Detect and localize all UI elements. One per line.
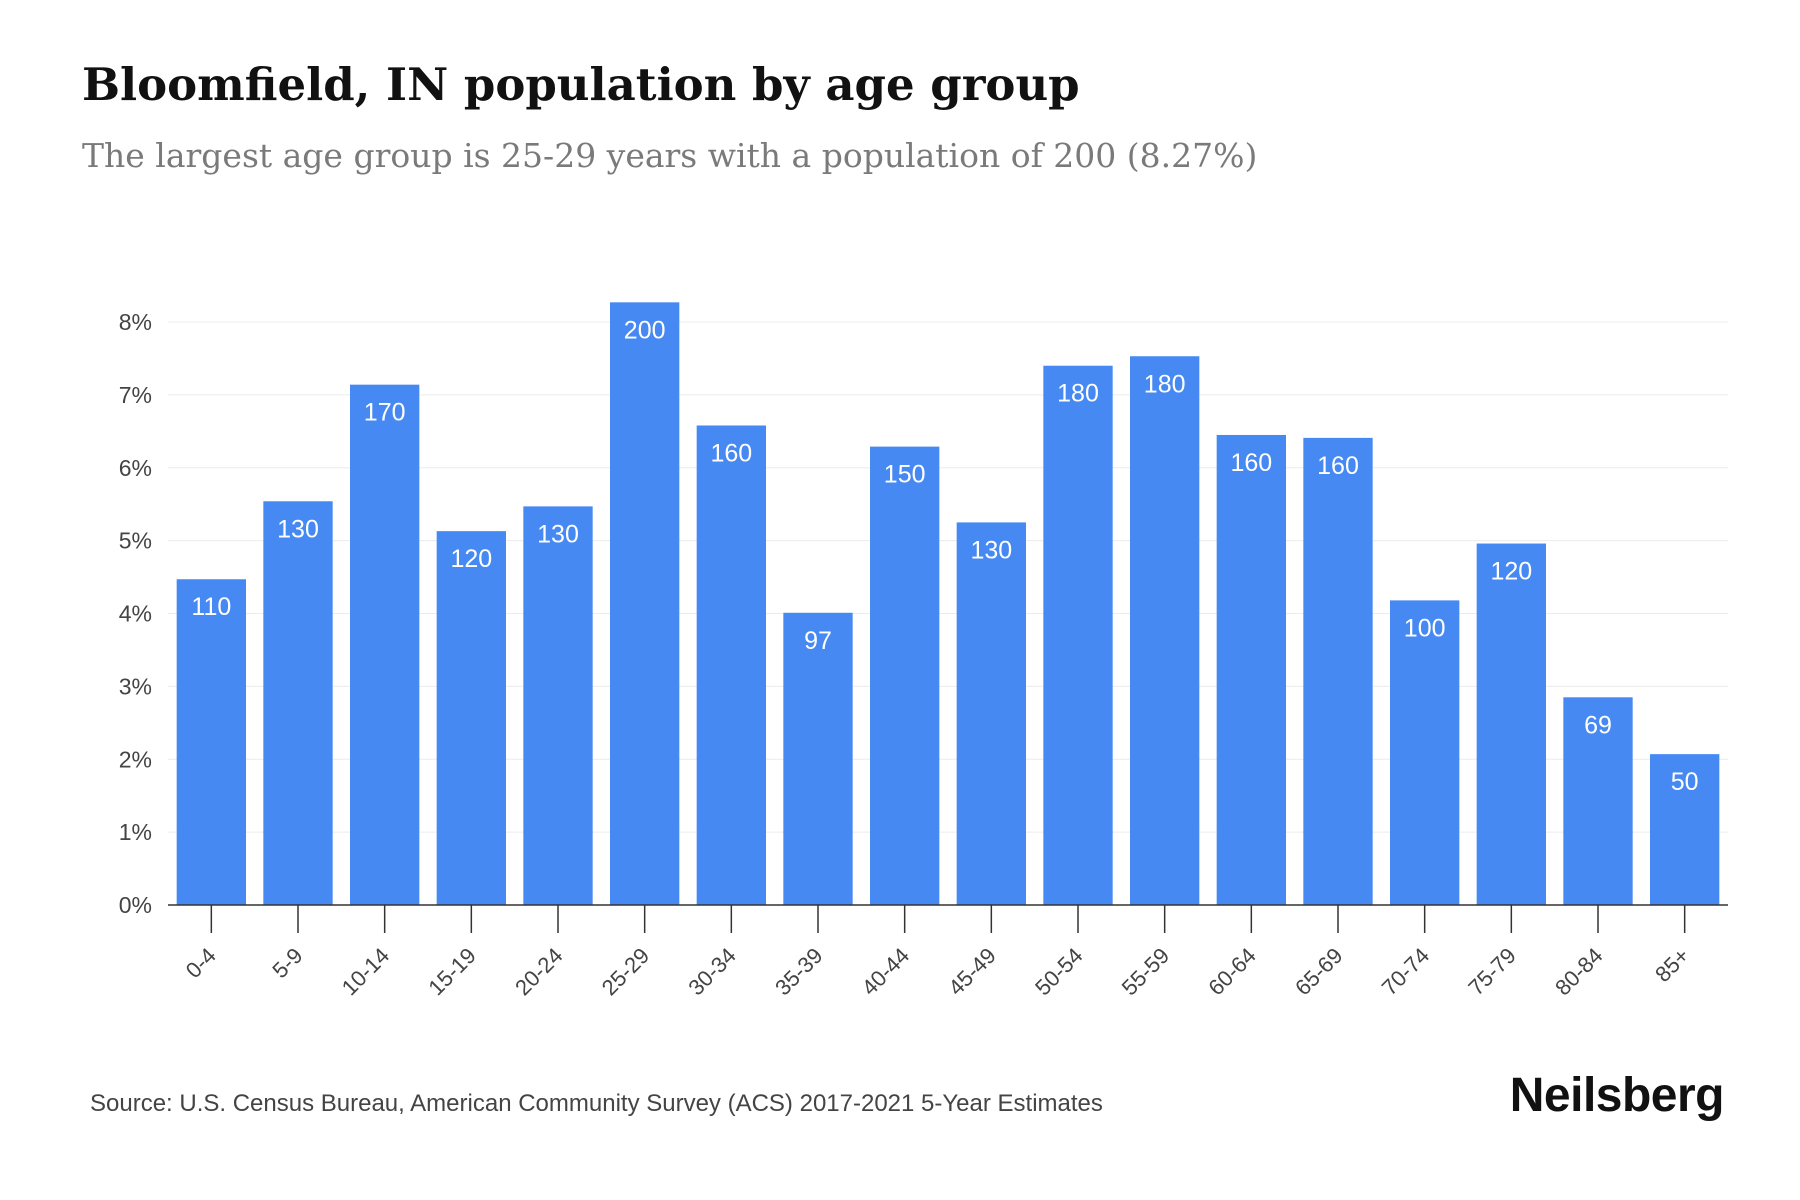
bar-value-label: 100 — [1404, 614, 1446, 642]
bar-value-label: 97 — [804, 627, 832, 655]
y-tick-label: 0% — [119, 892, 152, 918]
bar — [783, 612, 853, 905]
y-tick-label: 2% — [119, 746, 152, 772]
bar — [436, 531, 506, 905]
x-axis-ticks: 0-4 5-9 10-14 15-19 20-24 25-29 30-34 35-39 40-4… — [181, 905, 1694, 1000]
bar-value-labels: 110 130 170 120 130 200 160 97 150 130 180 180 160 16… — [191, 316, 1698, 796]
x-tick-label: 40-44 — [857, 943, 914, 1000]
x-tick-label: 5-9 — [267, 943, 307, 983]
x-tick-label: 50-54 — [1030, 943, 1087, 1000]
x-tick-label: 20-24 — [510, 943, 567, 1000]
bar — [1303, 437, 1373, 905]
y-axis-ticks: 0% 1% 2% 3% 4% 5% 6% 7% 8% — [119, 309, 152, 918]
gridlines — [168, 321, 1728, 833]
y-tick-label: 1% — [119, 819, 152, 845]
bar — [176, 579, 246, 905]
bar — [350, 384, 420, 905]
y-tick-label: 3% — [119, 673, 152, 699]
bar-value-label: 69 — [1584, 711, 1612, 739]
bar — [1130, 356, 1200, 906]
bar — [1390, 600, 1460, 905]
x-tick-label: 85+ — [1650, 943, 1694, 987]
bar — [610, 302, 680, 906]
chart-subtitle: The largest age group is 25-29 years wit… — [82, 136, 1258, 175]
bar — [870, 446, 940, 905]
bar — [263, 501, 333, 905]
bar-value-label: 170 — [364, 399, 406, 427]
y-tick-label: 6% — [119, 455, 152, 481]
y-tick-label: 7% — [119, 382, 152, 408]
chart-title: Bloomfield, IN population by age group — [82, 58, 1080, 111]
bar — [1563, 697, 1633, 905]
y-tick-label: 8% — [119, 309, 152, 335]
bar-value-label: 160 — [1317, 452, 1359, 480]
source-note: Source: U.S. Census Bureau, American Com… — [90, 1090, 1103, 1117]
bar-value-label: 130 — [970, 536, 1012, 564]
bar-value-label: 130 — [537, 520, 579, 548]
x-tick-label: 75-79 — [1463, 943, 1520, 1000]
x-tick-label: 80-84 — [1550, 943, 1607, 1000]
bar — [696, 425, 766, 905]
x-tick-label: 45-49 — [943, 943, 1000, 1000]
x-tick-label: 10-14 — [337, 943, 394, 1000]
x-tick-label: 55-59 — [1117, 943, 1174, 1000]
y-tick-label: 4% — [119, 601, 152, 627]
bar-value-label: 160 — [710, 439, 752, 467]
bars — [176, 302, 1720, 906]
y-tick-label: 5% — [119, 528, 152, 554]
bar-value-label: 200 — [624, 316, 666, 344]
x-tick-label: 65-69 — [1290, 943, 1347, 1000]
bar — [523, 506, 593, 905]
bar-value-label: 180 — [1057, 380, 1099, 408]
x-tick-label: 70-74 — [1377, 943, 1434, 1000]
brand-logo: Neilsberg — [1509, 1069, 1725, 1122]
bar-value-label: 130 — [277, 515, 319, 543]
bar — [1650, 754, 1720, 905]
bar — [1216, 434, 1286, 905]
x-tick-label: 35-39 — [770, 943, 827, 1000]
bar-value-label: 150 — [884, 461, 926, 489]
bar — [956, 522, 1026, 905]
x-tick-label: 0-4 — [181, 943, 221, 983]
bar — [1043, 365, 1113, 906]
bar-value-label: 180 — [1144, 370, 1186, 398]
x-tick-label: 60-64 — [1203, 943, 1260, 1000]
bar-value-label: 120 — [450, 545, 492, 573]
bar-value-label: 50 — [1671, 768, 1699, 796]
bar-value-label: 120 — [1490, 558, 1532, 586]
bar — [1476, 543, 1546, 905]
bar-value-label: 110 — [191, 593, 231, 621]
x-tick-label: 15-19 — [423, 943, 480, 1000]
x-tick-label: 25-29 — [597, 943, 654, 1000]
x-tick-label: 30-34 — [683, 943, 740, 1000]
bar-value-label: 160 — [1230, 449, 1272, 477]
